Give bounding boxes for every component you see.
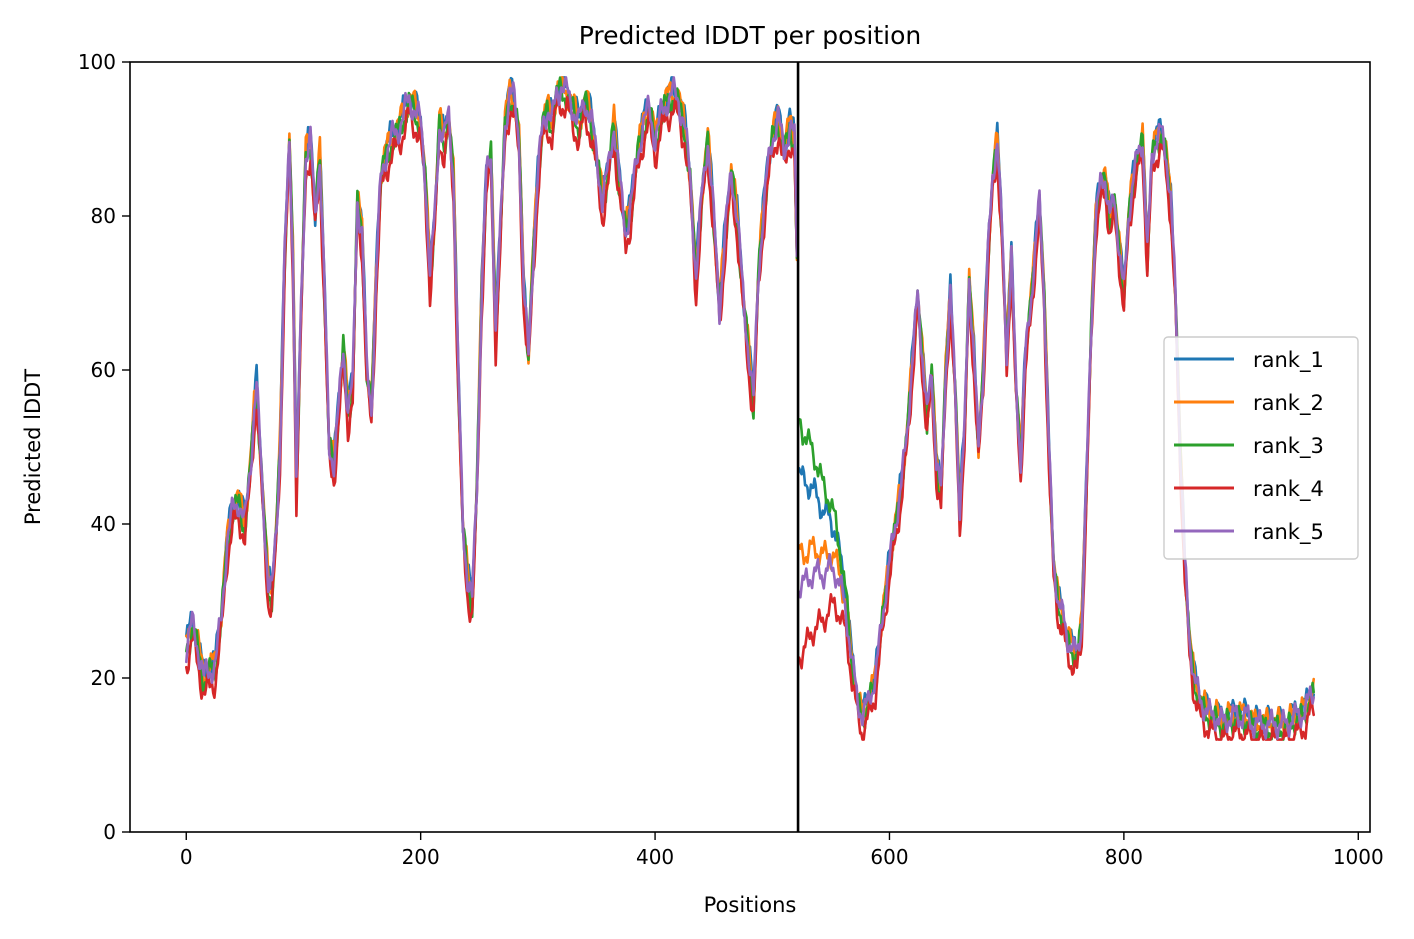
x-tick-label: 1000 <box>1333 845 1384 869</box>
y-axis-title: Predicted lDDT <box>21 369 45 525</box>
x-tick-label: 800 <box>1105 845 1143 869</box>
series-lines <box>185 76 1315 741</box>
x-tick-label: 600 <box>870 845 908 869</box>
plot-area <box>185 62 1315 832</box>
legend-label-rank_4: rank_4 <box>1253 477 1324 502</box>
legend: rank_1 rank_2 rank_3 rank_4 rank_5 <box>1163 336 1359 560</box>
legend-label-rank_1: rank_1 <box>1253 348 1324 373</box>
chart-title: Predicted lDDT per position <box>579 21 921 50</box>
legend-box <box>1163 336 1359 560</box>
x-axis-title: Positions <box>704 893 797 917</box>
y-tick-label: 60 <box>91 358 116 382</box>
y-tick-label: 0 <box>103 820 116 844</box>
x-tick-label: 400 <box>636 845 674 869</box>
y-tick-label: 20 <box>91 666 116 690</box>
y-tick-label: 100 <box>78 50 116 74</box>
y-tick-label: 40 <box>91 512 116 536</box>
x-tick-label: 0 <box>180 845 193 869</box>
axes: 0 200 400 600 800 1000 0 20 40 60 80 100 <box>78 50 1384 869</box>
series-line-rank_5 <box>185 76 1315 740</box>
y-tick-label: 80 <box>91 204 116 228</box>
axes-frame <box>129 61 1371 833</box>
x-tick-label: 200 <box>402 845 440 869</box>
legend-label-rank_2: rank_2 <box>1253 391 1324 416</box>
legend-label-rank_5: rank_5 <box>1253 520 1324 545</box>
legend-label-rank_3: rank_3 <box>1253 434 1324 459</box>
